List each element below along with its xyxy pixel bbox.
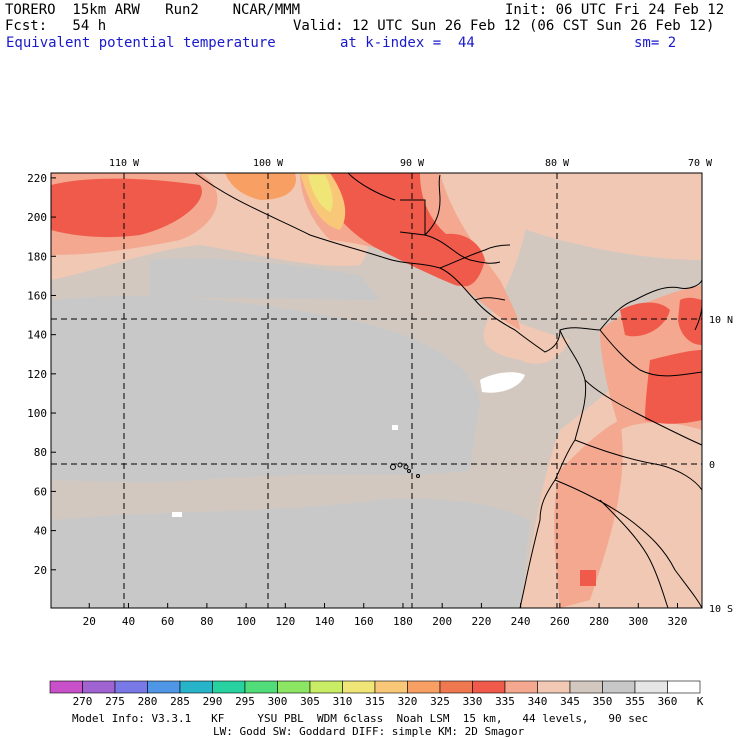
colorbar-level-label: 310 [333,695,353,708]
y-tick-label: 200 [27,211,47,224]
forecast-hour: Fcst: 54 h [5,18,107,34]
colorbar-swatch [277,680,311,694]
colorbar-level-label: 290 [203,695,223,708]
colorbar-swatch [407,680,441,694]
colorbar-swatch [634,680,668,694]
level-info: at k-index = 44 [340,35,475,51]
colorbar-level-label: 345 [560,695,580,708]
y-tick-label: 100 [27,407,47,420]
colorbar-level-label: 305 [300,695,320,708]
x-tick-label: 240 [511,615,531,628]
lat-label-10n: 10 N [709,315,733,326]
smoothing-info: sm= 2 [634,35,677,51]
colorbar-swatch [244,680,278,694]
map-frame [50,172,703,609]
model-info: Model Info: V3.3.1 KF YSU PBL WDM 6class… [72,712,649,725]
y-tick-label: 140 [27,329,47,342]
x-tick-label: 160 [354,615,374,628]
colorbar-swatch [439,680,473,694]
lon-label-70w: 70 W [688,158,713,169]
init-time: Init: 06 UTC Fri 24 Feb 12 [505,2,725,18]
y-tick-label: 120 [27,368,47,381]
x-tick-label: 300 [628,615,648,628]
x-tick-label: 180 [393,615,413,628]
colorbar-unit: K [697,695,704,708]
lon-label-110w: 110 W [109,158,140,169]
colorbar-swatch [82,680,116,694]
colorbar-swatch [504,680,538,694]
colorbar-swatch [147,680,181,694]
colorbar-level-label: 315 [365,695,385,708]
valid-time: Valid: 12 UTC Sun 26 Feb 12 (06 CST Sun … [293,18,715,34]
y-tick-label: 160 [27,289,47,302]
colorbar-swatch [472,680,506,694]
colorbar-swatch [569,680,603,694]
colorbar-level-label: 340 [528,695,548,708]
colorbar-swatch [49,680,83,694]
physics-info: LW: Godd SW: Goddard DIFF: simple KM: 2D… [213,725,525,738]
colorbar-swatch [667,680,701,694]
y-tick-label: 180 [27,250,47,263]
axis-ticks [51,177,678,608]
colorbar-level-label: 295 [235,695,255,708]
x-tick-label: 100 [236,615,256,628]
colorbar-level-label: 320 [398,695,418,708]
y-tick-label: 220 [27,172,47,185]
lat-label-10s: 10 S [709,604,733,615]
colorbar-level-label: 275 [105,695,125,708]
x-tick-label: 140 [315,615,335,628]
field-name: Equivalent potential temperature [6,35,276,51]
colorbar-swatch [309,680,343,694]
colorbar-swatch [374,680,408,694]
y-tick-label: 60 [34,485,47,498]
x-tick-label: 80 [200,615,213,628]
theta-e-field [51,173,702,608]
colorbar-level-label: 285 [170,695,190,708]
x-tick-label: 200 [432,615,452,628]
colorbar-level-label: 335 [495,695,515,708]
colorbar-swatch [179,680,213,694]
colorbar [49,680,701,694]
colorbar-swatch [342,680,376,694]
x-tick-label: 220 [471,615,491,628]
lon-label-80w: 80 W [545,158,570,169]
y-tick-label: 40 [34,525,47,538]
colorbar-swatch [212,680,246,694]
y-tick-label: 20 [34,564,47,577]
y-tick-label: 80 [34,446,47,459]
colorbar-swatch [537,680,571,694]
x-tick-label: 120 [275,615,295,628]
colorbar-level-label: 360 [658,695,678,708]
colorbar-level-label: 355 [625,695,645,708]
x-tick-label: 260 [550,615,570,628]
colorbar-level-label: 280 [138,695,158,708]
x-tick-label: 320 [668,615,688,628]
x-tick-label: 40 [122,615,135,628]
lon-label-100w: 100 W [253,158,284,169]
model-run-title: TORERO 15km ARW Run2 NCAR/MMM [5,2,301,18]
lat-label-0: 0 [709,460,715,471]
x-tick-label: 60 [161,615,174,628]
colorbar-swatch [114,680,148,694]
colorbar-level-label: 350 [593,695,613,708]
graticule [51,173,702,608]
colorbar-level-label: 330 [463,695,483,708]
x-tick-label: 20 [83,615,96,628]
colorbar-level-label: 300 [268,695,288,708]
colorbar-level-label: 325 [430,695,450,708]
colorbar-swatch [602,680,636,694]
colorbar-level-label: 270 [73,695,93,708]
x-tick-label: 280 [589,615,609,628]
lon-label-90w: 90 W [400,158,425,169]
